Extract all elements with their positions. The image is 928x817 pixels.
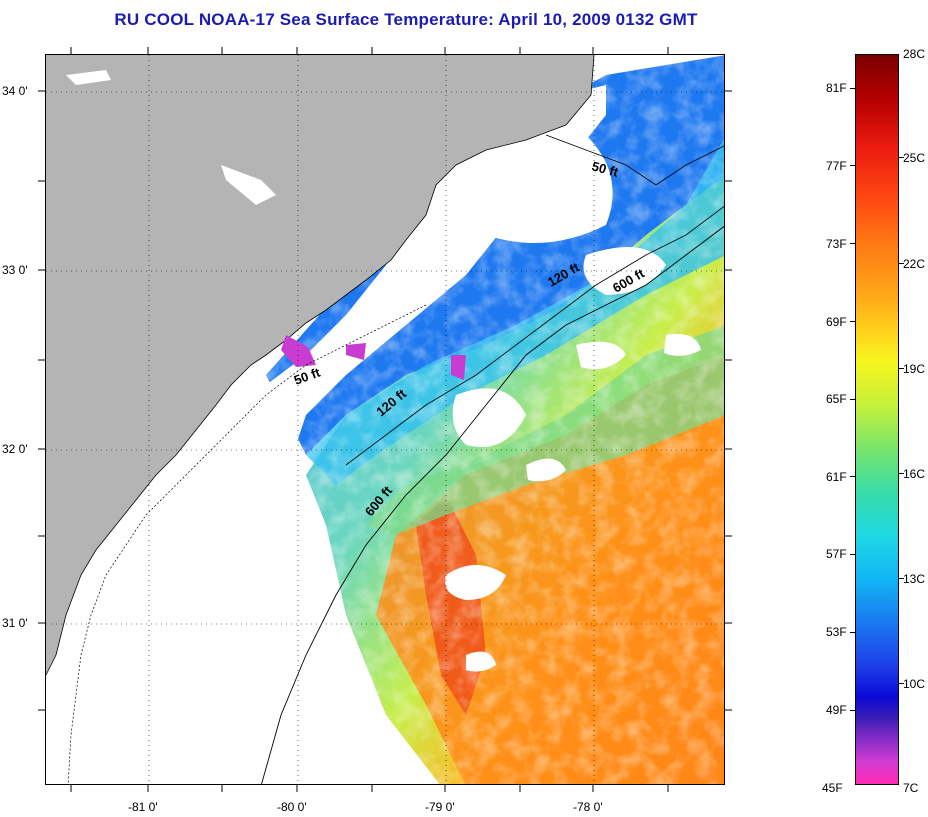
- colorbar-label-f: 45F: [822, 781, 843, 795]
- lon-label-80: -80 0': [277, 800, 307, 814]
- colorbar-label-f: 57F: [826, 547, 847, 561]
- colorbar-label-f: 65F: [826, 392, 847, 406]
- colorbar-label-c: 25C: [903, 151, 926, 165]
- graticule: [46, 55, 724, 784]
- colorbar-tick: [850, 632, 855, 633]
- isobath-50ft: [545, 134, 724, 186]
- colorbar-tick: [850, 476, 855, 477]
- colorbar-tick: [899, 157, 904, 158]
- inland-lakes: [66, 70, 276, 205]
- colorbar-tick: [899, 578, 904, 579]
- colorbar-tick: [850, 165, 855, 166]
- isobath-label-50ft-north: 50 ft: [590, 158, 620, 180]
- colorbar-label-f: 73F: [826, 237, 847, 251]
- isobath-120ft: [345, 206, 724, 466]
- lat-label-31: 31 0': [2, 616, 28, 630]
- colorbar-label-f: 61F: [826, 470, 847, 484]
- colorbar-label-f: 69F: [826, 315, 847, 329]
- lon-label-81: -81 0': [128, 800, 158, 814]
- colorbar-tick: [899, 473, 904, 474]
- colorbar: [855, 54, 899, 785]
- lon-label-79: -79 0': [425, 800, 455, 814]
- colorbar-label-c: 16C: [903, 467, 926, 481]
- colorbar-label-c: 7C: [903, 781, 919, 795]
- lat-label-34: 34 0': [2, 84, 28, 98]
- colorbar-tick: [850, 88, 855, 89]
- isobath-600ft: [261, 225, 724, 784]
- colorbar-tick: [899, 368, 904, 369]
- colorbar-tick: [850, 321, 855, 322]
- lon-label-78: -78 0': [573, 800, 603, 814]
- colorbar-label-f: 53F: [826, 625, 847, 639]
- colorbar-label-f: 77F: [826, 159, 847, 173]
- colorbar-tick: [899, 683, 904, 684]
- colorbar-label-c: 28C: [903, 47, 926, 61]
- lat-label-32: 32 0': [2, 442, 28, 456]
- colorbar-tick: [850, 399, 855, 400]
- map-title: RU COOL NOAA-17 Sea Surface Temperature:…: [114, 10, 698, 29]
- colorbar-gradient: [855, 54, 899, 785]
- colorbar-label-f: 49F: [826, 703, 847, 717]
- colorbar-tick: [850, 243, 855, 244]
- sst-map: 50 ft 120 ft 600 ft 50 ft 120 ft 600 ft: [45, 54, 725, 785]
- land: [46, 55, 594, 675]
- colorbar-tick: [899, 263, 904, 264]
- colorbar-tick: [850, 554, 855, 555]
- lat-label-33: 33 0': [2, 263, 28, 277]
- colorbar-label-c: 19C: [903, 362, 926, 376]
- colorbar-label-c: 13C: [903, 572, 926, 586]
- sst-map-canvas: 50 ft 120 ft 600 ft 50 ft 120 ft 600 ft: [46, 55, 724, 784]
- colorbar-label-c: 22C: [903, 257, 926, 271]
- colorbar-tick: [850, 710, 855, 711]
- marsh-coastline: [67, 304, 427, 784]
- colorbar-label-f: 81F: [826, 81, 847, 95]
- colorbar-label-c: 10C: [903, 677, 926, 691]
